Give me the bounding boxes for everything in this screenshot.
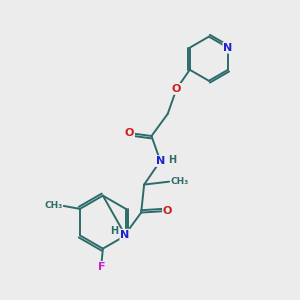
Text: N: N <box>224 43 232 53</box>
Text: O: O <box>125 128 134 138</box>
Text: CH₃: CH₃ <box>44 201 62 210</box>
Text: H: H <box>110 226 118 236</box>
Text: F: F <box>98 262 105 272</box>
Text: CH₃: CH₃ <box>171 177 189 186</box>
Text: N: N <box>156 156 165 166</box>
Text: O: O <box>163 206 172 216</box>
Text: O: O <box>172 84 181 94</box>
Text: N: N <box>120 230 130 240</box>
Text: H: H <box>169 154 177 165</box>
